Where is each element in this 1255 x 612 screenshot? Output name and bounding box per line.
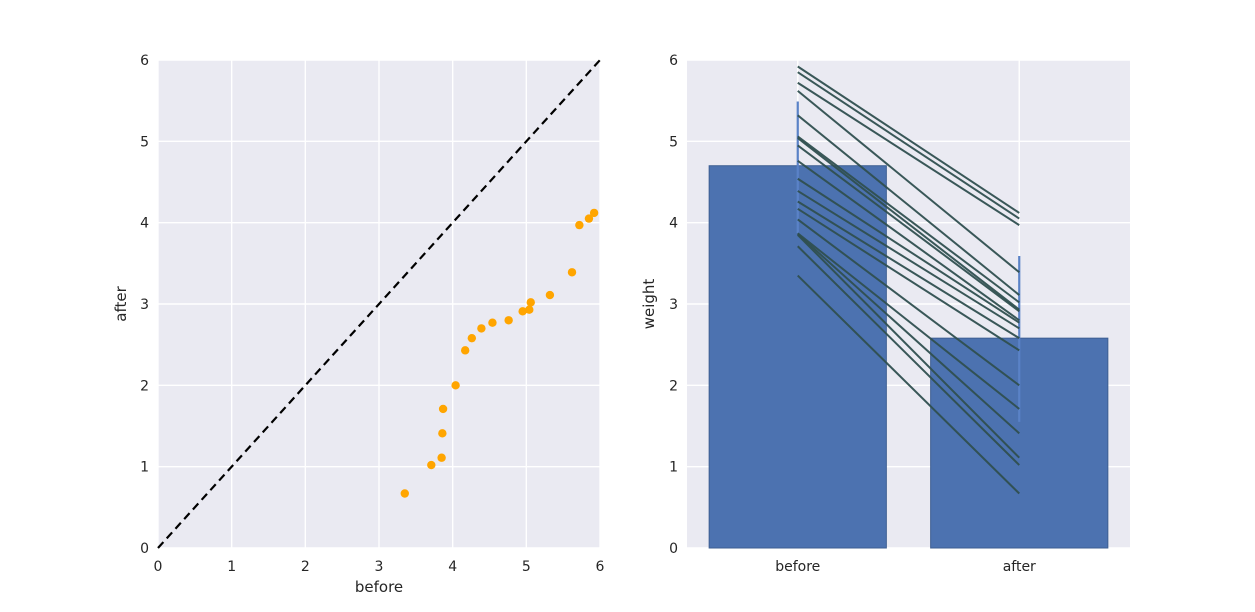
scatter-x-tick-label: 6 (596, 559, 605, 575)
bar-y-tick-label: 2 (669, 378, 678, 394)
pair-line (797, 245, 1020, 466)
pair-line (797, 207, 1020, 352)
scatter-point (477, 324, 486, 333)
scatter-point (438, 404, 448, 414)
pair-line (797, 190, 1020, 330)
bar-y-tick-label: 4 (669, 216, 678, 232)
scatter-point (451, 381, 460, 390)
pair-line (797, 71, 1020, 220)
pair-line (797, 81, 1020, 226)
scatter-x-tick-label: 4 (448, 559, 457, 575)
bar-y-tick-label: 6 (669, 53, 678, 69)
scatter-x-axis-label: before (355, 578, 403, 596)
scatter-x-tick-label: 1 (227, 559, 236, 575)
scatter-x-tick-label: 2 (301, 559, 310, 575)
pair-line (797, 144, 1020, 313)
scatter-point (584, 214, 594, 223)
bar-y-tick-label: 5 (669, 134, 678, 150)
bar-y-axis-label: weight (640, 279, 658, 330)
scatter-point (575, 220, 584, 230)
pair-line (797, 135, 1020, 304)
pair-line (797, 160, 1020, 322)
scatter-point (545, 290, 555, 300)
scatter-point (589, 208, 599, 218)
scatter-y-tick-label: 0 (140, 541, 149, 557)
pair-line (797, 177, 1020, 324)
scatter-point (400, 489, 409, 498)
scatter-point (504, 316, 513, 325)
scatter-point (438, 429, 447, 438)
pair-line (797, 114, 1020, 296)
scatter-y-tick-label: 2 (140, 378, 149, 394)
scatter-point (518, 307, 527, 316)
scatter-y-tick-label: 1 (140, 460, 149, 476)
scatter-y-tick-label: 6 (140, 53, 149, 69)
scatter-point (526, 298, 535, 307)
scatter-y-axis-label: after (112, 285, 130, 321)
pair-line (797, 233, 1020, 435)
pair-line (797, 232, 1020, 410)
scatter-y-tick-label: 5 (140, 134, 149, 150)
pair-line (797, 137, 1020, 311)
scatter-y-tick-label: 4 (140, 216, 149, 232)
pair-line (797, 274, 1020, 495)
scatter-point (567, 268, 577, 277)
scatter-point (525, 305, 534, 314)
scatter-point (467, 333, 477, 343)
identity-line (157, 59, 601, 549)
bar-x-tick-label: before (775, 559, 820, 575)
scatter-point (460, 346, 470, 355)
pair-line (797, 90, 1020, 274)
bar-y-tick-label: 1 (669, 460, 678, 476)
bar-y-tick-label: 0 (669, 541, 678, 557)
bar-y-tick-label: 3 (669, 297, 678, 313)
bar-x-tick-label: after (1003, 559, 1036, 575)
scatter-x-tick-label: 0 (154, 559, 163, 575)
pair-line (797, 65, 1020, 214)
scatter-point (427, 460, 436, 470)
scatter-x-tick-label: 5 (522, 559, 531, 575)
scatter-y-tick-label: 3 (140, 297, 149, 313)
pair-line (797, 200, 1020, 340)
pair-line (797, 234, 1020, 459)
scatter-x-tick-label: 3 (375, 559, 384, 575)
scatter-point (488, 318, 497, 327)
pair-line (797, 218, 1020, 387)
scatter-point (437, 453, 446, 462)
